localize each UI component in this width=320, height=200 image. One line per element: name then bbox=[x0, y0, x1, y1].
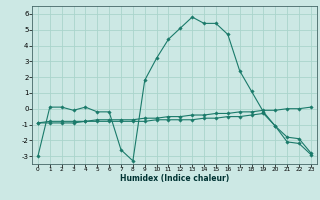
X-axis label: Humidex (Indice chaleur): Humidex (Indice chaleur) bbox=[120, 174, 229, 183]
